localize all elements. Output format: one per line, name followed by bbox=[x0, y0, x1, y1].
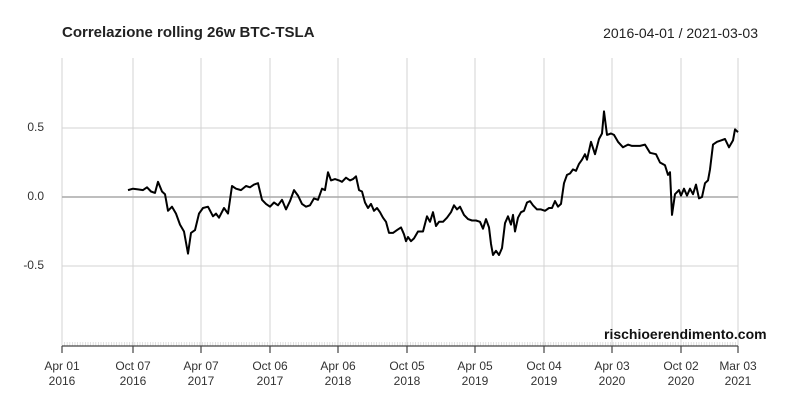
x-tick-label: Apr 06 2018 bbox=[320, 359, 356, 388]
x-axis bbox=[61, 342, 739, 353]
x-tick-label: Oct 06 2017 bbox=[252, 359, 288, 388]
x-tick-label: Oct 05 2018 bbox=[389, 359, 425, 388]
x-tick-label: Apr 05 2019 bbox=[457, 359, 493, 388]
x-tick-label: Mar 03 2021 bbox=[719, 359, 757, 388]
x-tick-label: Apr 03 2020 bbox=[594, 359, 630, 388]
x-tick-label: Oct 02 2020 bbox=[663, 359, 699, 388]
x-tick-label: Apr 01 2016 bbox=[44, 359, 80, 388]
y-tick-label: 0.0 bbox=[27, 189, 44, 203]
correlation-line bbox=[127, 110, 739, 256]
date-range: 2016-04-01 / 2021-03-03 bbox=[603, 25, 758, 41]
x-tick-label: Oct 07 2016 bbox=[115, 359, 151, 388]
y-tick-label: -0.5 bbox=[23, 258, 44, 272]
x-tick-label: Apr 07 2017 bbox=[183, 359, 219, 388]
x-tick-label: Oct 04 2019 bbox=[526, 359, 562, 388]
chart-title: Correlazione rolling 26w BTC-TSLA bbox=[62, 24, 315, 41]
gridlines bbox=[61, 58, 739, 346]
watermark: rischioerendimento.com bbox=[604, 326, 767, 342]
y-tick-label: 0.5 bbox=[27, 120, 44, 134]
